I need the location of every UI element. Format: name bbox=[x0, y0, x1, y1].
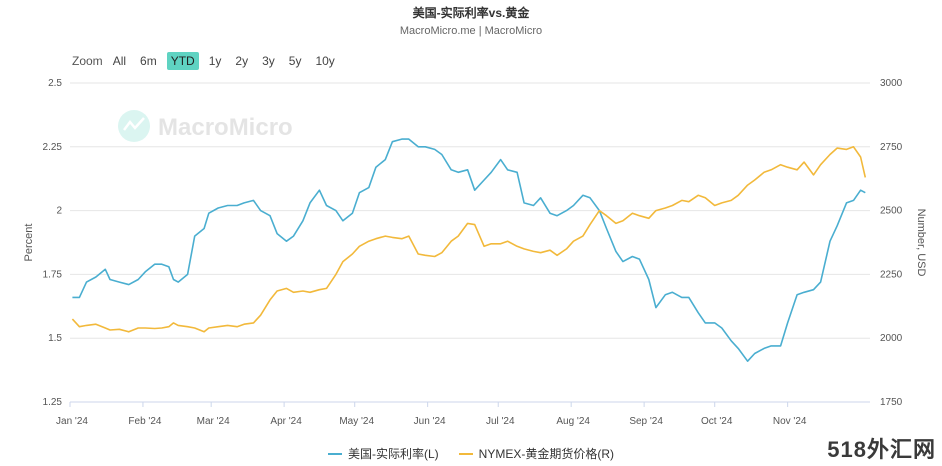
x-tick-label: Sep '24 bbox=[629, 416, 663, 427]
range-button-10y[interactable]: 10y bbox=[315, 54, 335, 68]
range-button-5y[interactable]: 5y bbox=[288, 54, 302, 68]
series-line-gold[interactable] bbox=[71, 146, 867, 333]
range-button-all[interactable]: All bbox=[112, 54, 127, 68]
x-tick-label: Aug '24 bbox=[556, 416, 590, 427]
legend-swatch-real-rate bbox=[327, 452, 342, 455]
x-tick-label: Jul '24 bbox=[486, 416, 515, 427]
x-tick-label: Jun '24 bbox=[414, 416, 446, 427]
legend-item-real-rate[interactable]: 美国-实际利率(L) bbox=[327, 445, 439, 462]
corner-watermark: 518外汇网 bbox=[827, 437, 936, 462]
y-right-tick-label: 2750 bbox=[880, 142, 903, 153]
x-tick-label: Mar '24 bbox=[197, 416, 230, 427]
x-tick-label: Oct '24 bbox=[701, 416, 733, 427]
y-right-tick-label: 2250 bbox=[880, 269, 903, 280]
x-tick-label: Feb '24 bbox=[128, 416, 161, 427]
y-left-tick-label: 1.75 bbox=[43, 269, 63, 280]
legend-item-gold[interactable]: NYMEX-黄金期货价格(R) bbox=[458, 445, 614, 462]
chart-subtitle: MacroMicro.me | MacroMicro bbox=[399, 25, 543, 37]
range-selector: Zoom All 6m YTD 1y 2y 3y 5y 10y bbox=[72, 52, 345, 70]
legend-label-gold: NYMEX-黄金期货价格(R) bbox=[478, 447, 614, 461]
y-right-tick-label: 2000 bbox=[880, 333, 903, 344]
y-axis-right-label: Number, USD bbox=[915, 209, 927, 277]
x-tick-label: Apr '24 bbox=[270, 416, 302, 427]
y-axis-left: 1.25 1.5 1.75 2 2.25 2.5 bbox=[43, 78, 63, 408]
y-left-tick-label: 2 bbox=[56, 206, 62, 217]
y-left-tick-label: 1.25 bbox=[43, 397, 63, 408]
y-axis-right: 1750 2000 2250 2500 2750 3000 bbox=[880, 78, 903, 408]
x-axis: Jan '24 Feb '24 Mar '24 Apr '24 May '24 Jun '… bbox=[56, 401, 870, 427]
range-button-3y[interactable]: 3y bbox=[262, 54, 275, 68]
y-left-tick-label: 2.5 bbox=[48, 78, 62, 89]
series-line-real-rate[interactable] bbox=[72, 138, 866, 363]
y-left-tick-label: 1.5 bbox=[48, 333, 62, 344]
x-tick-label: May '24 bbox=[339, 416, 374, 427]
y-right-tick-label: 2500 bbox=[880, 206, 903, 217]
y-axis-left-label: Percent bbox=[23, 224, 35, 262]
range-button-ytd[interactable]: YTD bbox=[166, 52, 199, 70]
legend-swatch-gold bbox=[458, 452, 473, 455]
macromicro-watermark: MacroMicro bbox=[118, 110, 293, 142]
chart-title: 美国-实际利率vs.黄金 bbox=[412, 6, 530, 20]
y-right-tick-label: 3000 bbox=[880, 78, 903, 89]
legend-label-real-rate: 美国-实际利率(L) bbox=[347, 447, 439, 461]
x-tick-label: Jan '24 bbox=[56, 416, 88, 427]
zoom-label: Zoom bbox=[72, 54, 103, 68]
y-left-tick-label: 2.25 bbox=[43, 142, 63, 153]
x-tick-label: Nov '24 bbox=[773, 416, 807, 427]
legend: 美国-实际利率(L) NYMEX-黄金期货价格(R) bbox=[0, 445, 942, 462]
range-button-6m[interactable]: 6m bbox=[140, 54, 157, 68]
range-button-2y[interactable]: 2y bbox=[235, 54, 249, 68]
watermark-text: MacroMicro bbox=[158, 114, 293, 141]
range-button-1y[interactable]: 1y bbox=[208, 54, 222, 68]
y-right-tick-label: 1750 bbox=[880, 397, 903, 408]
series-lines bbox=[71, 138, 867, 363]
